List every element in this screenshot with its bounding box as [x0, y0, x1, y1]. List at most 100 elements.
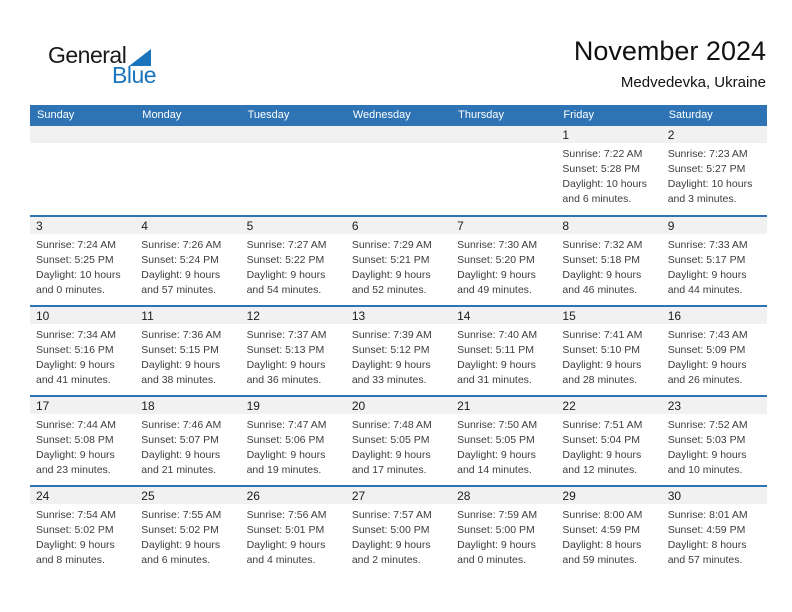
day-info-line: Sunrise: 7:55 AM	[141, 509, 222, 521]
day-info-line: and 44 minutes.	[667, 284, 743, 296]
day-info-line: Sunrise: 7:47 AM	[246, 419, 327, 431]
day-info-line: and 17 minutes.	[351, 464, 427, 476]
day-number: 29	[556, 487, 662, 504]
day-cell	[30, 126, 136, 216]
day-number: 7	[451, 217, 557, 234]
day-info: Sunrise: 7:29 AM Sunset: 5:21 PM Daylight:…	[346, 234, 451, 298]
day-info-line: Daylight: 9 hours	[141, 449, 221, 461]
day-info: Sunrise: 8:00 AM Sunset: 4:59 PM Daylight:…	[556, 504, 661, 568]
day-info: Sunrise: 7:41 AM Sunset: 5:10 PM Daylight:…	[556, 324, 661, 388]
day-info-line: Daylight: 9 hours	[36, 539, 115, 551]
day-cell: 26 Sunrise: 7:56 AM Sunset: 5:01 PM Dayligh…	[240, 485, 346, 576]
day-info-line: and 21 minutes.	[141, 464, 216, 476]
day-number: 17	[30, 397, 136, 414]
day-info-line: Daylight: 9 hours	[36, 449, 115, 461]
day-info-line: Sunset: 5:08 PM	[36, 434, 114, 446]
day-info: Sunrise: 7:59 AM Sunset: 5:00 PM Daylight:…	[451, 504, 556, 568]
day-info: Sunrise: 7:46 AM Sunset: 5:07 PM Daylight:…	[135, 414, 240, 478]
day-info-line: Daylight: 9 hours	[246, 449, 326, 461]
day-number: 3	[30, 217, 136, 234]
weekday-thursday: Thursday	[451, 105, 557, 126]
day-info: Sunrise: 7:55 AM Sunset: 5:02 PM Daylight:…	[135, 504, 240, 568]
day-number: 19	[240, 397, 346, 414]
day-info: Sunrise: 7:44 AM Sunset: 5:08 PM Daylight:…	[30, 414, 135, 478]
logo-text-blue: Blue	[112, 62, 157, 88]
day-info: Sunrise: 7:54 AM Sunset: 5:02 PM Daylight:…	[30, 504, 135, 568]
day-cell	[451, 126, 557, 216]
day-info-line: Daylight: 8 hours	[667, 539, 747, 551]
day-info-line: and 4 minutes.	[246, 554, 316, 566]
day-info-line: Sunrise: 7:40 AM	[457, 329, 538, 341]
day-info-line: and 46 minutes.	[562, 284, 638, 296]
day-info-line: Sunrise: 7:30 AM	[457, 239, 538, 251]
day-cell: 19 Sunrise: 7:47 AM Sunset: 5:06 PM Dayligh…	[240, 395, 346, 486]
day-info-line: Sunrise: 7:22 AM	[562, 148, 643, 160]
day-info-line: Daylight: 9 hours	[457, 269, 536, 281]
day-info: Sunrise: 7:32 AM Sunset: 5:18 PM Daylight:…	[556, 234, 661, 298]
day-info-line: and 59 minutes.	[562, 554, 638, 566]
day-info-line: and 12 minutes.	[562, 464, 638, 476]
day-info: Sunrise: 7:48 AM Sunset: 5:05 PM Daylight:…	[346, 414, 451, 478]
header-titles: November 2024 Medvedevka, Ukraine	[574, 36, 766, 91]
day-cell: 10 Sunrise: 7:34 AM Sunset: 5:16 PM Dayligh…	[30, 305, 136, 396]
day-info-line: and 19 minutes.	[246, 464, 322, 476]
day-info-line: Sunrise: 7:51 AM	[562, 419, 643, 431]
day-info-line: Daylight: 9 hours	[246, 269, 326, 281]
day-info-line: Sunset: 5:10 PM	[562, 344, 641, 356]
day-cell: 25 Sunrise: 7:55 AM Sunset: 5:02 PM Dayligh…	[135, 485, 241, 576]
day-cell: 12 Sunrise: 7:37 AM Sunset: 5:13 PM Dayligh…	[240, 305, 346, 396]
day-info-line: Sunrise: 7:43 AM	[667, 329, 748, 341]
day-info-line: Sunset: 5:12 PM	[351, 344, 430, 356]
day-cell: 18 Sunrise: 7:46 AM Sunset: 5:07 PM Dayligh…	[135, 395, 241, 486]
location-subtitle: Medvedevka, Ukraine	[620, 74, 766, 91]
day-info-line: Sunset: 5:05 PM	[457, 434, 535, 446]
day-cell: 3 Sunrise: 7:24 AM Sunset: 5:25 PM Daylight…	[30, 215, 136, 306]
day-info: Sunrise: 7:47 AM Sunset: 5:06 PM Daylight:…	[241, 414, 346, 478]
empty-day-band	[30, 126, 136, 143]
day-number: 12	[240, 307, 346, 324]
day-info-line: Sunset: 5:24 PM	[141, 254, 219, 266]
week-row: 10 Sunrise: 7:34 AM Sunset: 5:16 PM Dayligh…	[30, 305, 767, 396]
month-title: November 2024	[573, 36, 766, 66]
day-number: 10	[30, 307, 136, 324]
day-info-line: Sunrise: 7:26 AM	[141, 239, 222, 251]
day-info: Sunrise: 7:57 AM Sunset: 5:00 PM Daylight:…	[346, 504, 451, 568]
day-number: 4	[135, 217, 241, 234]
day-info-line: and 33 minutes.	[351, 374, 427, 386]
day-info-line: Daylight: 9 hours	[457, 359, 536, 371]
day-info-line: Sunset: 5:28 PM	[562, 163, 641, 175]
day-info: Sunrise: 7:26 AM Sunset: 5:24 PM Daylight:…	[135, 234, 240, 298]
day-info-line: Daylight: 9 hours	[36, 359, 115, 371]
day-info-line: Sunset: 5:01 PM	[246, 524, 325, 536]
day-cell: 13 Sunrise: 7:39 AM Sunset: 5:12 PM Dayligh…	[345, 305, 452, 396]
day-info-line: Daylight: 10 hours	[562, 178, 648, 190]
day-info-line: Daylight: 9 hours	[351, 269, 431, 281]
day-info-line: Sunset: 5:16 PM	[36, 344, 114, 356]
day-info-line: Sunset: 5:15 PM	[141, 344, 219, 356]
day-info: Sunrise: 7:40 AM Sunset: 5:11 PM Daylight:…	[451, 324, 556, 388]
day-info-line: Sunset: 5:05 PM	[351, 434, 430, 446]
day-info-line: and 0 minutes.	[457, 554, 527, 566]
day-number: 13	[345, 307, 452, 324]
day-info: Sunrise: 7:34 AM Sunset: 5:16 PM Daylight:…	[30, 324, 135, 388]
day-info-line: Sunrise: 7:50 AM	[457, 419, 538, 431]
day-info-line: and 54 minutes.	[246, 284, 322, 296]
day-info-line: Sunrise: 7:36 AM	[141, 329, 222, 341]
day-info-line: Sunset: 4:59 PM	[667, 524, 746, 536]
day-info-line: Sunset: 5:02 PM	[141, 524, 219, 536]
day-cell: 20 Sunrise: 7:48 AM Sunset: 5:05 PM Dayligh…	[345, 395, 452, 486]
day-info-line: Daylight: 9 hours	[457, 539, 536, 551]
day-info-line: Sunrise: 7:59 AM	[457, 509, 538, 521]
weekday-friday: Friday	[556, 105, 662, 126]
day-cell: 14 Sunrise: 7:40 AM Sunset: 5:11 PM Dayligh…	[451, 305, 557, 396]
day-info-line: and 41 minutes.	[36, 374, 111, 386]
calendar-body: 1 Sunrise: 7:22 AM Sunset: 5:28 PM Daylight…	[30, 126, 767, 576]
day-info-line: Sunset: 5:11 PM	[457, 344, 534, 356]
day-cell	[135, 126, 241, 216]
weekday-saturday: Saturday	[661, 105, 767, 126]
day-cell: 29 Sunrise: 8:00 AM Sunset: 4:59 PM Dayligh…	[556, 485, 662, 576]
day-cell: 28 Sunrise: 7:59 AM Sunset: 5:00 PM Dayligh…	[451, 485, 557, 576]
day-info-line: Daylight: 9 hours	[457, 449, 536, 461]
day-info-line: Daylight: 9 hours	[562, 359, 642, 371]
day-number: 25	[135, 487, 241, 504]
